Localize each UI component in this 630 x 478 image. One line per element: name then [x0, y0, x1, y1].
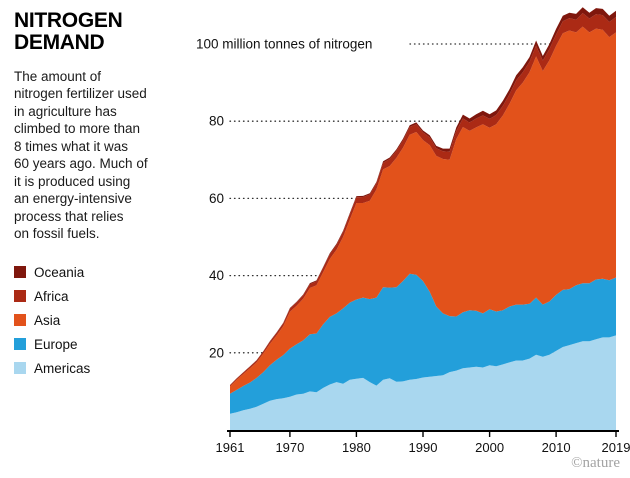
x-tick-label-1970: 1970 [275, 440, 304, 455]
legend-label: Africa [34, 288, 69, 304]
legend-swatch-europe [14, 338, 26, 351]
x-tick-label-1990: 1990 [409, 440, 438, 455]
x-tick-label-2010: 2010 [542, 440, 571, 455]
nature-credit: ©nature [571, 455, 620, 472]
legend-label: Oceania [34, 264, 85, 280]
x-tick-label-1980: 1980 [342, 440, 371, 455]
x-tick-label-2000: 2000 [475, 440, 504, 455]
legend-swatch-americas [14, 362, 26, 375]
legend-swatch-asia [14, 314, 26, 327]
legend-swatch-africa [14, 290, 26, 303]
x-tick-label-2019: 2019 [602, 440, 630, 455]
y-tick-label-60: 60 [209, 191, 224, 206]
x-tick-label-1961: 1961 [216, 440, 245, 455]
area-asia [230, 26, 616, 394]
chart-title-line2: DEMAND [14, 31, 105, 55]
chart-description: The amount of nitrogen fertilizer used i… [14, 68, 148, 242]
legend-label: Americas [34, 360, 91, 376]
stacked-area-chart: 1961 1970 1980 1990 2000 2010 2019 20 40 60 80 100 … [196, 7, 630, 455]
y-tick-label-40: 40 [209, 268, 224, 283]
legend-item-americas: Americas [14, 361, 190, 376]
legend-item-oceania: Oceania [14, 265, 190, 280]
legend-item-asia: Asia [14, 313, 190, 328]
legend-item-africa: Africa [14, 289, 190, 304]
y-tick-label-20: 20 [209, 345, 224, 360]
legend-label: Asia [34, 312, 61, 328]
y-tick-label-80: 80 [209, 114, 224, 129]
chart-title-line1: NITROGEN [14, 9, 123, 32]
legend-item-europe: Europe [14, 337, 190, 352]
chart-title: NITROGEN DEMAND [14, 9, 190, 55]
nature-credit-text: ©nature [571, 455, 620, 471]
sidebar: NITROGEN DEMAND The amount of nitrogen f… [14, 9, 190, 385]
y-axis-unit-label: 100 million tonnes of nitrogen [196, 37, 372, 52]
legend-swatch-oceania [14, 266, 26, 279]
legend-label: Europe [34, 336, 78, 352]
area-americas [230, 335, 616, 430]
area-europe [230, 273, 616, 414]
legend: Oceania Africa Asia Europe Americas [14, 265, 190, 376]
